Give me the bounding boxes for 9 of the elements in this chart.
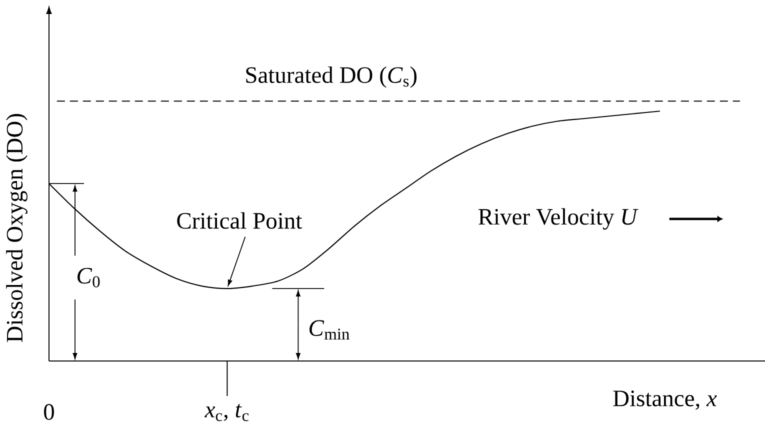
ref-line-label: Saturated DO (C$_{s}$) bbox=[246, 66, 417, 88]
annotation: C$_{0}$ bbox=[78, 268, 100, 288]
annotation: River Velocity U bbox=[478, 208, 638, 230]
x-tick-label: x$_{c}$, t$_{c}$ bbox=[204, 404, 249, 422]
annotation: C$_{min}$ bbox=[310, 320, 350, 340]
y-axis-title: Dissolved Oxygen (DO) bbox=[6, 114, 28, 342]
x-tick-label: 0 bbox=[44, 404, 54, 420]
x-axis-title: Distance, x bbox=[613, 390, 717, 410]
annotation: Critical Point bbox=[177, 212, 302, 229]
